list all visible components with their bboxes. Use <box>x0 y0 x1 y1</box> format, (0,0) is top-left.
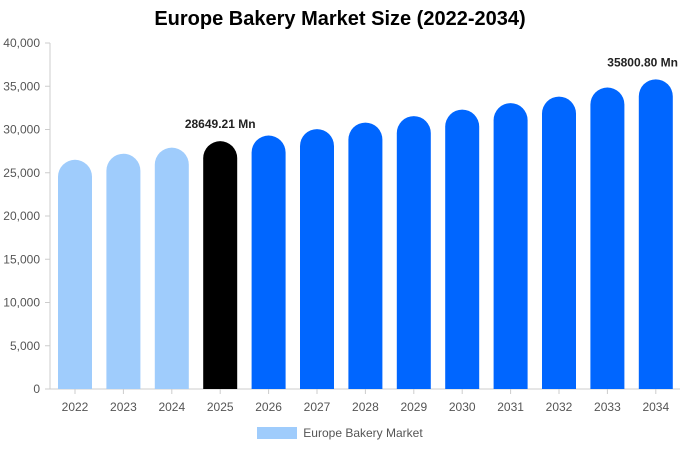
y-axis-ticks: 0 5,000 10,000 15,000 20,000 25,000 30,000 35,0… <box>3 36 50 396</box>
y-tick-label: 25,000 <box>3 166 40 180</box>
x-tick-label: 2025 <box>207 400 234 414</box>
bar-2028 <box>348 122 383 389</box>
x-tick-label: 2033 <box>594 400 621 414</box>
bars <box>58 79 673 389</box>
legend: Europe Bakery Market <box>0 426 680 440</box>
bar-2032 <box>542 96 576 389</box>
x-tick-label: 2028 <box>352 400 379 414</box>
bar-2033 <box>590 87 625 389</box>
bar-2034 <box>638 79 673 389</box>
x-tick-label: 2024 <box>158 400 185 414</box>
x-tick-label: 2027 <box>304 400 331 414</box>
legend-swatch <box>257 427 298 439</box>
x-tick-label: 2026 <box>255 400 282 414</box>
y-tick-label: 15,000 <box>3 252 40 266</box>
x-axis-ticks: 2022 2023 2024 2025 2026 2027 2028 2029 2030 2031… <box>62 389 669 414</box>
bar-2024 <box>154 147 189 389</box>
y-tick-label: 40,000 <box>3 36 40 50</box>
data-label-2034: 35800.80 Mn <box>607 55 678 69</box>
y-tick-label: 10,000 <box>3 296 40 310</box>
bar-2030 <box>445 109 480 389</box>
bar-2023 <box>106 153 141 389</box>
bar-2029 <box>396 116 431 389</box>
bar-2022 <box>58 159 92 389</box>
y-tick-label: 5,000 <box>10 339 40 353</box>
data-labels: 28649.21 Mn 35800.80 Mn <box>185 55 678 131</box>
x-tick-label: 2034 <box>642 400 669 414</box>
data-label-2025: 28649.21 Mn <box>185 117 256 131</box>
bar-2025 <box>203 141 238 389</box>
bar-2031 <box>493 103 528 389</box>
chart-title: Europe Bakery Market Size (2022-2034) <box>154 8 526 30</box>
x-tick-label: 2022 <box>62 400 89 414</box>
x-tick-label: 2023 <box>110 400 137 414</box>
x-tick-label: 2031 <box>497 400 524 414</box>
x-tick-label: 2029 <box>400 400 427 414</box>
x-tick-label: 2030 <box>449 400 476 414</box>
legend-label: Europe Bakery Market <box>303 426 423 440</box>
y-tick-label: 35,000 <box>3 79 40 93</box>
x-tick-label: 2032 <box>546 400 573 414</box>
y-tick-label: 30,000 <box>3 123 40 137</box>
y-tick-label: 20,000 <box>3 209 40 223</box>
y-tick-label: 0 <box>33 382 40 396</box>
bar-2026 <box>251 135 286 389</box>
bar-2027 <box>300 129 334 389</box>
